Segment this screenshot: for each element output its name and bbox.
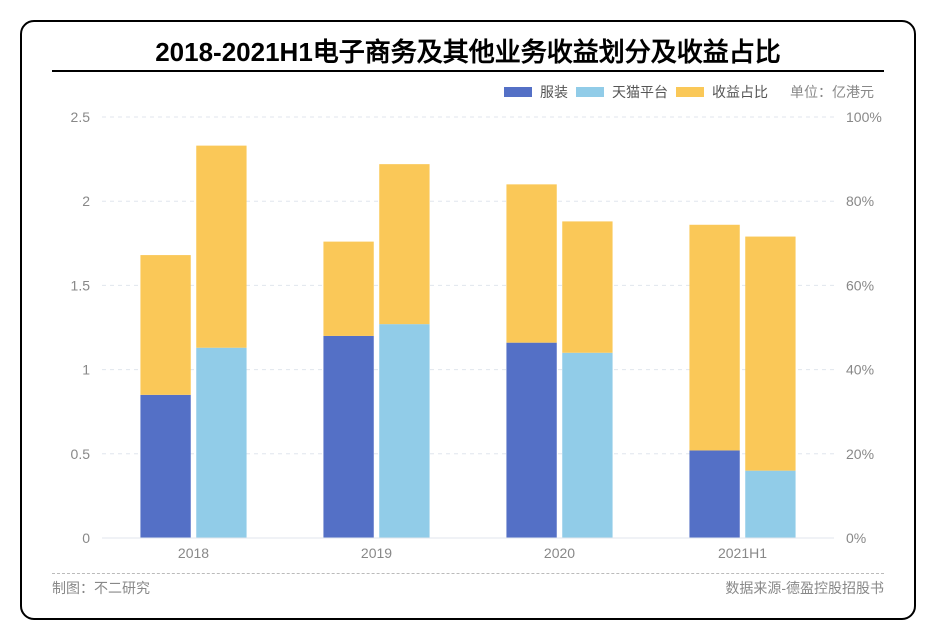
bar-a-top xyxy=(689,225,739,451)
bar-b-bottom xyxy=(196,348,246,538)
svg-text:100%: 100% xyxy=(846,109,882,125)
bar-b-bottom xyxy=(745,471,795,538)
chart-title: 2018-2021H1电子商务及其他业务收益划分及收益占比 xyxy=(22,32,914,69)
bar-a-bottom xyxy=(140,395,190,538)
title-underline xyxy=(52,70,884,72)
legend-swatch-2 xyxy=(676,87,704,97)
unit-label: 单位：亿港元 xyxy=(790,82,874,102)
svg-text:2: 2 xyxy=(82,193,90,209)
legend-label-0: 服装 xyxy=(540,82,568,102)
category-label: 2019 xyxy=(361,545,392,561)
bar-b-top xyxy=(562,221,612,352)
bar-a-top xyxy=(506,184,556,342)
legend-label-1: 天猫平台 xyxy=(612,82,668,102)
footer-left: 制图：不二研究 xyxy=(52,578,150,598)
footer: 制图：不二研究 数据来源-德盈控股招股书 xyxy=(52,578,884,598)
svg-text:60%: 60% xyxy=(846,277,874,293)
category-label: 2018 xyxy=(178,545,209,561)
svg-text:1.5: 1.5 xyxy=(71,277,91,293)
footer-right: 数据来源-德盈控股招股书 xyxy=(725,578,884,598)
svg-text:80%: 80% xyxy=(846,193,874,209)
footer-divider xyxy=(52,573,884,574)
legend-label-2: 收益占比 xyxy=(712,82,768,102)
bar-a-bottom xyxy=(689,450,739,538)
plot-area: 00.511.522.50%20%40%60%80%100%2018201920… xyxy=(102,117,834,538)
legend: 服装 天猫平台 收益占比 单位：亿港元 xyxy=(504,82,874,102)
chart-svg: 00.511.522.50%20%40%60%80%100%2018201920… xyxy=(102,117,834,538)
bar-a-top xyxy=(323,242,373,336)
bar-a-bottom xyxy=(506,343,556,538)
bar-b-bottom xyxy=(379,324,429,538)
bar-b-bottom xyxy=(562,353,612,538)
svg-text:20%: 20% xyxy=(846,446,874,462)
category-label: 2021H1 xyxy=(718,545,767,561)
svg-text:1: 1 xyxy=(82,362,90,378)
bar-b-top xyxy=(745,237,795,471)
bar-a-top xyxy=(140,255,190,395)
legend-swatch-0 xyxy=(504,87,532,97)
svg-text:2.5: 2.5 xyxy=(71,109,91,125)
bar-b-top xyxy=(379,164,429,324)
legend-swatch-1 xyxy=(576,87,604,97)
svg-text:40%: 40% xyxy=(846,362,874,378)
bar-a-bottom xyxy=(323,336,373,538)
svg-text:0.5: 0.5 xyxy=(71,446,91,462)
chart-frame: 2018-2021H1电子商务及其他业务收益划分及收益占比 服装 天猫平台 收益… xyxy=(20,20,916,620)
svg-text:0: 0 xyxy=(82,530,90,546)
svg-text:0%: 0% xyxy=(846,530,866,546)
category-label: 2020 xyxy=(544,545,575,561)
bar-b-top xyxy=(196,146,246,348)
